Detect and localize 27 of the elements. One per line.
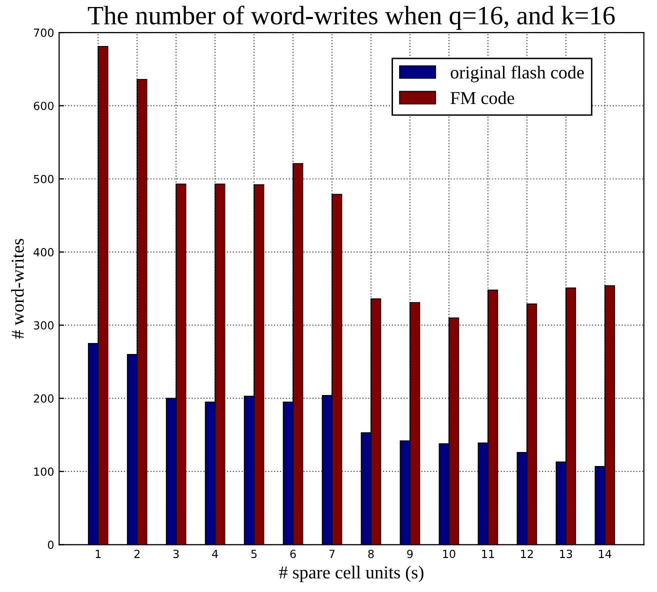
x-tick-label: 11 — [482, 550, 494, 558]
y-axis-title: # word-writes — [11, 238, 24, 339]
x-tick-label: 7 — [329, 550, 335, 558]
x-tick-label: 9 — [407, 550, 413, 558]
y-tick-label: 600 — [34, 102, 54, 110]
x-tick-label: 4 — [212, 550, 218, 558]
legend-label: original flash code — [450, 66, 584, 82]
x-axis-title: # spare cell units (s) — [279, 566, 424, 582]
y-tick-label: 500 — [34, 174, 54, 184]
y-tick-label: 400 — [34, 248, 54, 256]
x-tick-label: 14 — [599, 550, 612, 558]
y-tick-label: 100 — [34, 467, 54, 476]
y-tick-label: 700 — [34, 28, 54, 37]
y-tick-label: 200 — [34, 394, 54, 403]
x-tick-label: 1 — [96, 550, 101, 558]
x-tick-label: 5 — [251, 550, 257, 558]
x-tick-label: 6 — [290, 550, 296, 558]
x-tick-label: 12 — [521, 550, 533, 558]
x-tick-label: 10 — [443, 550, 456, 558]
chart-title: The number of word-writes when q=16, and k=16 — [88, 6, 615, 30]
x-tick-label: 8 — [368, 550, 374, 558]
x-tick-label: 2 — [134, 550, 140, 558]
y-tick-label: 0 — [48, 540, 54, 550]
legend-label: FM code — [450, 91, 514, 104]
y-tick-label: 300 — [34, 321, 54, 330]
x-tick-label: 13 — [560, 550, 572, 558]
x-tick-label: 3 — [173, 550, 179, 558]
